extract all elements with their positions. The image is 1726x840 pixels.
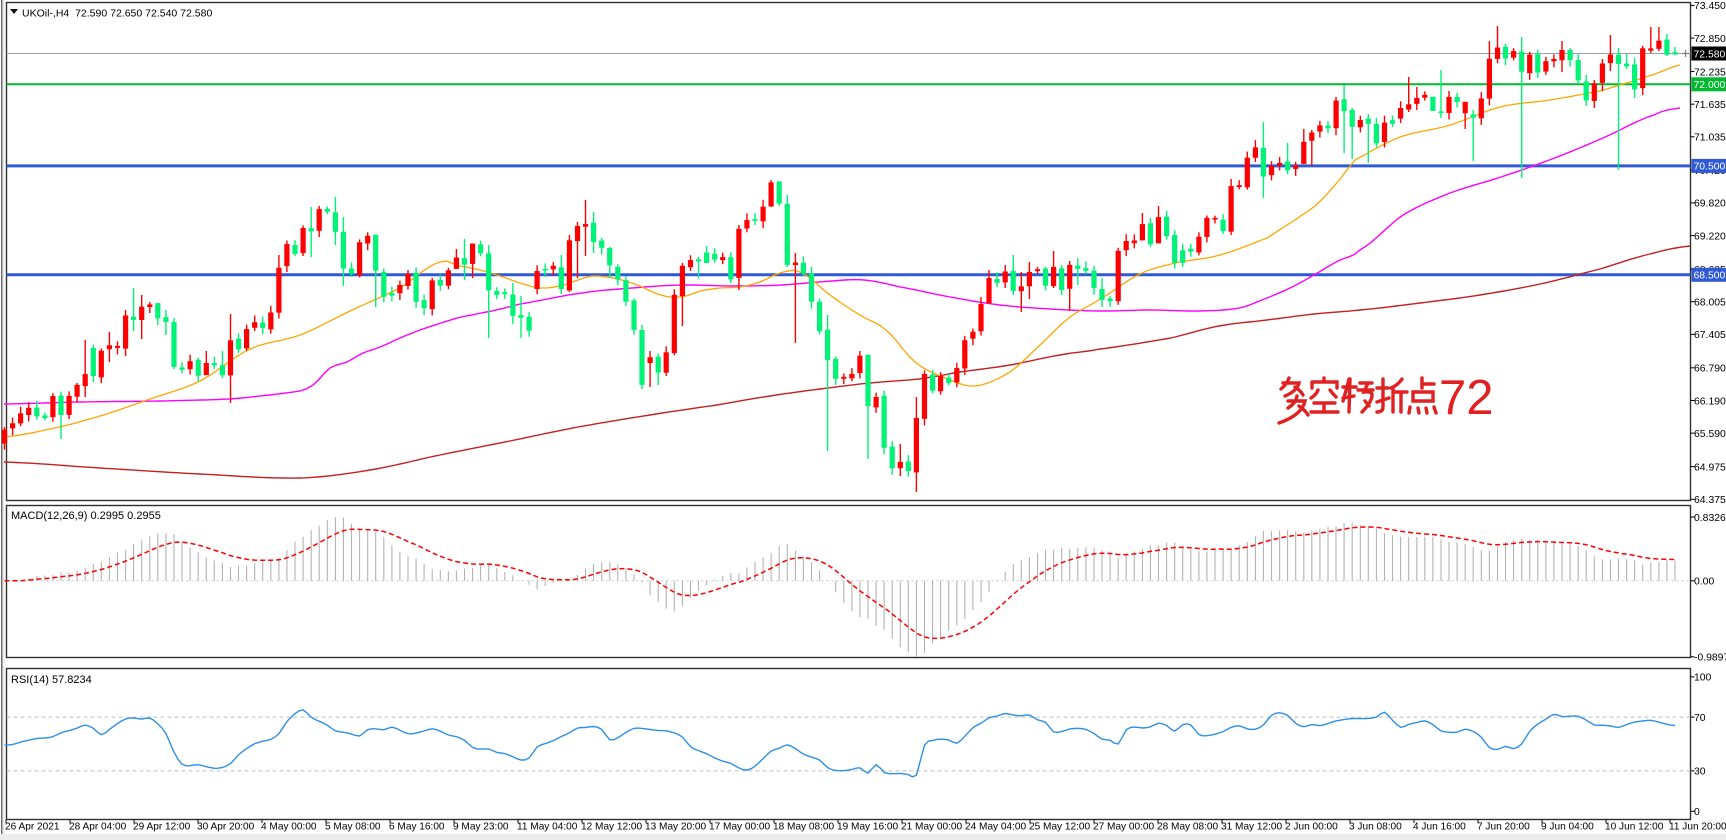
svg-text:69.220: 69.220: [1694, 231, 1726, 242]
svg-text:2 Jun 00:00: 2 Jun 00:00: [1285, 822, 1338, 833]
svg-text:0: 0: [1694, 807, 1700, 818]
svg-text:30 Apr 20:00: 30 Apr 20:00: [197, 822, 255, 833]
svg-text:18 May 08:00: 18 May 08:00: [773, 822, 835, 833]
svg-text:19 May 16:00: 19 May 16:00: [837, 822, 899, 833]
svg-text:70: 70: [1694, 713, 1706, 724]
svg-text:RSI(14) 57.8234: RSI(14) 57.8234: [11, 674, 92, 686]
svg-text:26 Apr 2021: 26 Apr 2021: [5, 822, 60, 833]
svg-text:68.005: 68.005: [1694, 298, 1726, 309]
svg-text:72.235: 72.235: [1694, 67, 1726, 78]
svg-text:72.000: 72.000: [1694, 80, 1726, 91]
svg-text:7 Jun 20:00: 7 Jun 20:00: [1477, 822, 1530, 833]
svg-text:28 May 08:00: 28 May 08:00: [1157, 822, 1219, 833]
svg-text:70.500: 70.500: [1694, 162, 1726, 173]
svg-text:30: 30: [1694, 767, 1706, 778]
svg-text:66.790: 66.790: [1694, 364, 1726, 375]
svg-text:3 Jun 08:00: 3 Jun 08:00: [1349, 822, 1402, 833]
svg-text:-0.9897: -0.9897: [1694, 653, 1726, 664]
svg-text:12 May 12:00: 12 May 12:00: [581, 822, 643, 833]
svg-text:0.00: 0.00: [1694, 577, 1714, 588]
svg-text:13 May 20:00: 13 May 20:00: [645, 822, 707, 833]
svg-text:29 Apr 12:00: 29 Apr 12:00: [133, 822, 191, 833]
svg-text:25 May 12:00: 25 May 12:00: [1029, 822, 1091, 833]
svg-text:72.580: 72.580: [1694, 49, 1726, 60]
svg-text:71.635: 71.635: [1694, 100, 1726, 111]
svg-text:72: 72: [1439, 371, 1494, 425]
svg-text:4 Jun 16:00: 4 Jun 16:00: [1413, 822, 1466, 833]
svg-text:21 May 00:00: 21 May 00:00: [901, 822, 963, 833]
svg-text:10 Jun 12:00: 10 Jun 12:00: [1605, 822, 1664, 833]
svg-text:71.035: 71.035: [1694, 133, 1726, 144]
svg-text:66.190: 66.190: [1694, 396, 1726, 407]
svg-text:11 May 04:00: 11 May 04:00: [517, 822, 578, 833]
svg-text:64.975: 64.975: [1694, 462, 1726, 473]
svg-text:UKOil-,H4 72.590 72.650 72.54: UKOil-,H4 72.590 72.650 72.540 72.580: [22, 8, 212, 20]
svg-text:17 May 00:00: 17 May 00:00: [709, 822, 771, 833]
svg-text:69.820: 69.820: [1694, 199, 1726, 210]
svg-text:9 Jun 04:00: 9 Jun 04:00: [1541, 822, 1594, 833]
svg-text:5 May 08:00: 5 May 08:00: [325, 822, 381, 833]
svg-text:4 May 00:00: 4 May 00:00: [261, 822, 317, 833]
svg-text:68.500: 68.500: [1694, 271, 1726, 282]
svg-text:6 May 16:00: 6 May 16:00: [389, 822, 445, 833]
svg-text:65.590: 65.590: [1694, 429, 1726, 440]
svg-text:9 May 23:00: 9 May 23:00: [453, 822, 509, 833]
svg-text:72.850: 72.850: [1694, 34, 1726, 45]
svg-text:11 Jun 20:00: 11 Jun 20:00: [1669, 822, 1726, 833]
svg-text:MACD(12,26,9) 0.2995 0.2955: MACD(12,26,9) 0.2995 0.2955: [11, 510, 161, 522]
svg-text:64.375: 64.375: [1694, 495, 1726, 506]
svg-text:67.405: 67.405: [1694, 330, 1726, 341]
svg-text:0.8326: 0.8326: [1694, 513, 1726, 524]
svg-text:100: 100: [1694, 673, 1712, 684]
svg-text:73.450: 73.450: [1694, 1, 1726, 12]
svg-text:31 May 12:00: 31 May 12:00: [1221, 822, 1283, 833]
svg-text:28 Apr 04:00: 28 Apr 04:00: [69, 822, 127, 833]
svg-text:27 May 00:00: 27 May 00:00: [1093, 822, 1155, 833]
svg-text:24 May 04:00: 24 May 04:00: [965, 822, 1027, 833]
